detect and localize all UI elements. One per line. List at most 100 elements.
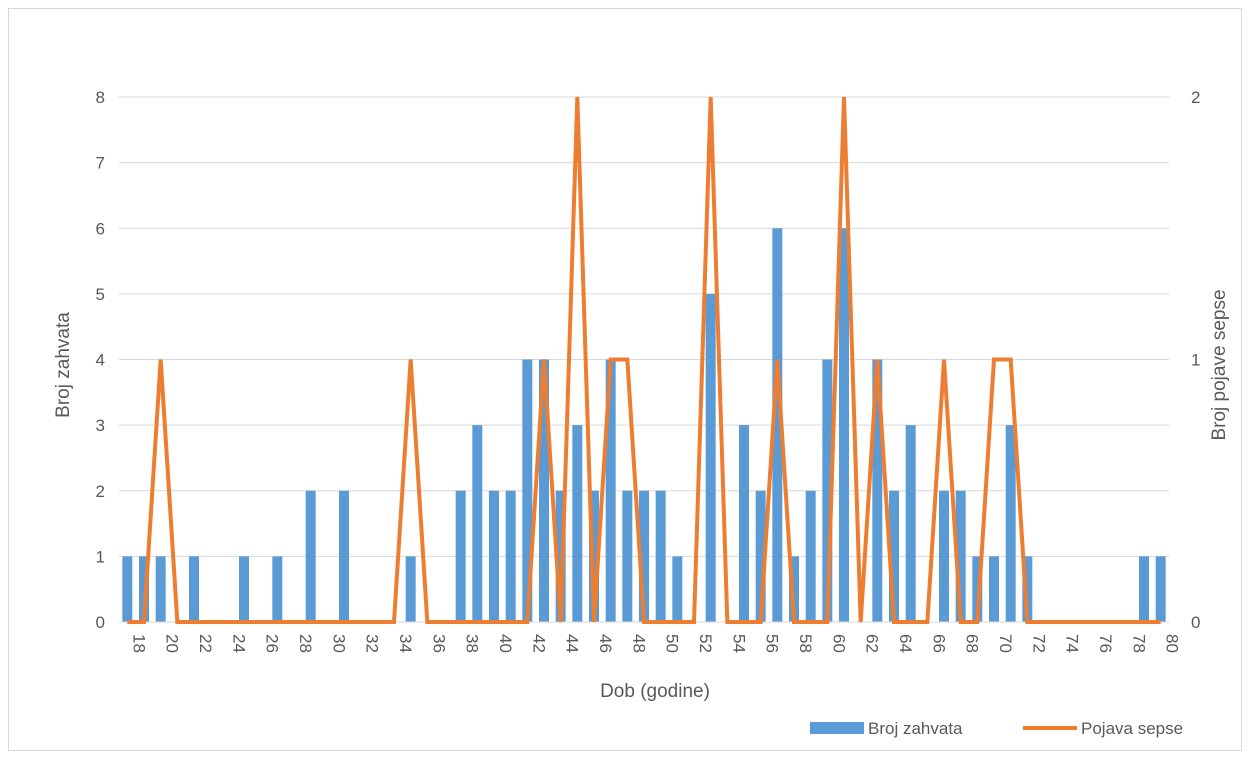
y-tick-label: 7	[96, 154, 105, 173]
x-tick-label: 28	[296, 634, 315, 653]
y-tick-label: 3	[96, 416, 105, 435]
x-tick-label: 66	[929, 634, 948, 653]
x-tick-label: 44	[563, 634, 582, 653]
x-tick-label: 78	[1129, 634, 1148, 653]
bar	[489, 490, 499, 622]
x-tick-label: 74	[1063, 634, 1082, 653]
gridlines	[119, 96, 1169, 557]
bar	[572, 425, 583, 622]
bar	[705, 293, 716, 622]
y-tick-label: 1	[96, 547, 105, 566]
bar	[339, 490, 349, 622]
line-series	[127, 96, 1161, 624]
x-tick-label: 64	[896, 634, 915, 653]
x-tick-label: 22	[196, 634, 215, 653]
y-tick-label: 0	[96, 613, 105, 632]
x-axis-title: Dob (godine)	[600, 681, 710, 702]
bar	[272, 556, 283, 622]
bar	[905, 425, 916, 622]
bar	[872, 359, 883, 622]
y-tick-label: 4	[96, 351, 105, 370]
bar	[139, 556, 149, 622]
bar	[789, 556, 799, 622]
bar	[889, 490, 899, 622]
legend: Broj zahvata Pojava sepse	[810, 719, 1183, 738]
bar	[405, 556, 416, 622]
x-tick-label: 36	[429, 634, 448, 653]
bar	[622, 490, 633, 622]
x-tick-label: 76	[1096, 634, 1115, 653]
bar-series	[122, 228, 1166, 622]
bar	[739, 425, 749, 622]
bar	[655, 490, 666, 622]
legend-label-broj-zahvata: Broj zahvata	[868, 719, 963, 738]
x-tick-label: 30	[329, 634, 348, 653]
x-tick-label: 54	[729, 634, 748, 653]
x-tick-label: 56	[763, 634, 782, 653]
y2-tick-label: 0	[1191, 613, 1200, 632]
y-tick-label: 8	[96, 88, 105, 107]
legend-swatch-broj-zahvata	[810, 722, 864, 734]
bar	[839, 228, 849, 622]
bar	[472, 425, 483, 622]
bar	[155, 556, 166, 622]
x-tick-label: 50	[663, 634, 682, 653]
bar	[805, 490, 816, 622]
bar	[122, 556, 133, 622]
bar	[589, 490, 599, 622]
x-tick-label: 40	[496, 634, 515, 653]
bar	[972, 556, 983, 622]
x-tick-label: 62	[863, 634, 882, 653]
bar	[239, 556, 249, 622]
x-tick-label: 80	[1163, 634, 1182, 653]
bar	[989, 556, 999, 622]
y2-axis-title: Broj pojave sepse	[1209, 289, 1230, 440]
bar	[605, 359, 616, 622]
x-tick-label: 26	[263, 634, 282, 653]
bar	[1005, 425, 1016, 622]
x-tick-label: 46	[596, 634, 615, 653]
bar	[455, 490, 466, 622]
x-tick-label: 52	[696, 634, 715, 653]
x-tick-label: 32	[363, 634, 382, 653]
bar	[1155, 556, 1166, 622]
bar	[305, 490, 316, 622]
x-tick-label: 38	[463, 634, 482, 653]
x-tick-label: 18	[129, 634, 148, 653]
bar	[772, 228, 783, 622]
bar	[955, 490, 966, 622]
x-tick-label: 34	[396, 634, 415, 653]
bar	[522, 359, 533, 622]
x-tick-label: 48	[629, 634, 648, 653]
bar	[939, 490, 949, 622]
bar	[189, 556, 199, 622]
y2-tick-label: 1	[1191, 351, 1200, 370]
x-tick-label: 20	[163, 634, 182, 653]
bar	[639, 490, 649, 622]
bar	[822, 359, 833, 622]
y-tick-label: 2	[96, 482, 105, 501]
bar	[672, 556, 683, 622]
bar	[555, 490, 566, 622]
x-tick-label: 60	[829, 634, 848, 653]
x-tick-label: 72	[1029, 634, 1048, 653]
bar	[505, 490, 516, 622]
x-axis-tick-labels: 18 20 22 24 26 28 30 32 34 36 38 40 42 44 46 48 50 52 54 56…	[129, 634, 1181, 653]
bar	[1139, 556, 1149, 622]
y-tick-label: 6	[96, 219, 105, 238]
x-tick-label: 70	[996, 634, 1015, 653]
x-tick-label: 58	[796, 634, 815, 653]
bar	[755, 490, 766, 622]
y2-tick-label: 2	[1191, 88, 1200, 107]
bar	[539, 359, 549, 622]
x-tick-label: 42	[529, 634, 548, 653]
legend-label-pojava-sepse: Pojava sepse	[1081, 719, 1183, 738]
x-tick-label: 68	[963, 634, 982, 653]
bar	[1022, 556, 1033, 622]
y-tick-label: 5	[96, 285, 105, 304]
x-tick-label: 24	[229, 634, 248, 653]
sepsis-line	[127, 96, 1161, 624]
left-axis-tick-labels: 0 1 2 3 4 5 6 7 8	[96, 88, 105, 632]
